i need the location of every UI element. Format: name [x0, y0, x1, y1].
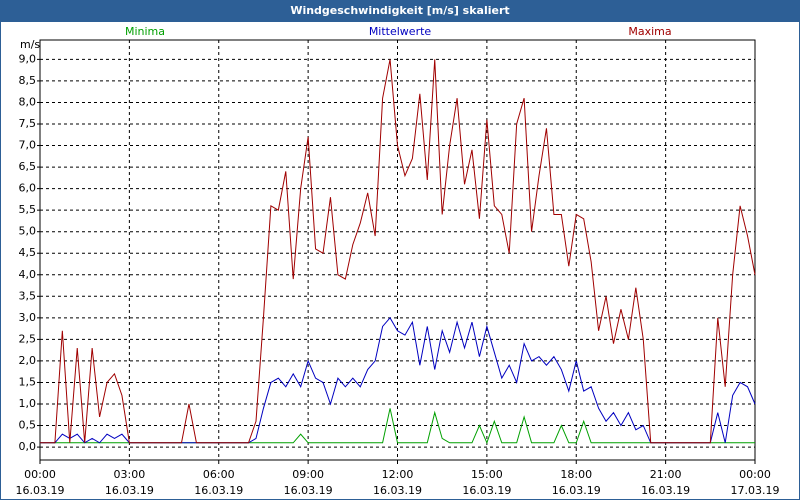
y-tick-label: 7,0 [19, 139, 37, 152]
legend-label: Maxima [628, 25, 671, 38]
x-tick-label: 03:00 16.03.19 [104, 468, 154, 497]
series-line [40, 59, 756, 444]
x-tick-label: 12:00 16.03.19 [373, 468, 422, 497]
x-tick-label: 09:00 16.03.19 [283, 468, 333, 497]
x-tick-label: 00:00 16.03.19 [15, 468, 65, 497]
y-axis-label: m/s [20, 38, 40, 51]
x-tick-label: 00:00 17.03.19 [730, 468, 780, 497]
y-tick-label: 1,5 [19, 375, 37, 388]
y-tick-label: 4,0 [19, 268, 37, 281]
y-tick-label: 2,5 [19, 332, 37, 345]
y-tick-label: 6,5 [19, 160, 37, 173]
y-tick-label: 6,0 [19, 182, 37, 195]
legend-label: Minima [125, 25, 165, 38]
y-tick-label: 8,5 [19, 74, 37, 87]
y-tick-label: 3,5 [19, 289, 37, 302]
y-tick-label: 7,5 [19, 117, 37, 130]
y-tick-label: 2,0 [19, 354, 37, 367]
x-tick-label: 15:00 16.03.19 [462, 468, 512, 497]
legend-label: Mittelwerte [369, 25, 432, 38]
y-tick-label: 9,0 [19, 52, 37, 65]
x-tick-label: 18:00 16.03.19 [551, 468, 601, 497]
y-tick-label: 0,0 [19, 440, 37, 453]
y-tick-label: 1,0 [19, 397, 37, 410]
y-tick-label: 0,5 [19, 419, 37, 432]
y-tick-label: 4,5 [19, 246, 37, 259]
y-tick-label: 5,5 [19, 203, 37, 216]
title-bar [0, 0, 800, 22]
chart-title: Windgeschwindigkeit [m/s] skaliert [290, 4, 509, 17]
y-tick-label: 5,0 [19, 225, 37, 238]
x-tick-label: 21:00 16.03.19 [641, 468, 691, 497]
x-tick-label: 06:00 16.03.19 [194, 468, 244, 497]
y-tick-label: 3,0 [19, 311, 37, 324]
y-tick-label: 8,0 [19, 95, 37, 108]
